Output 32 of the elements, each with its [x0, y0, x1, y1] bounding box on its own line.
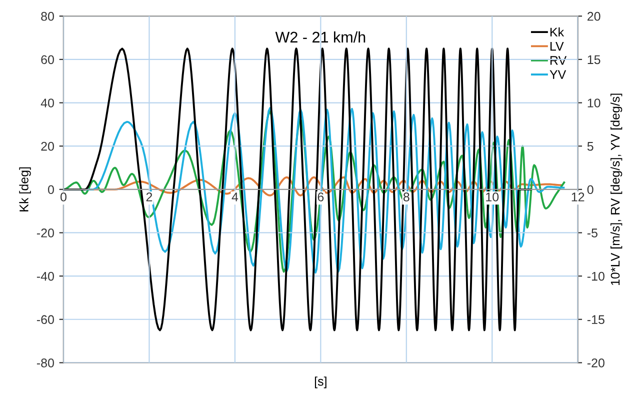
x-tick-label: 8 [403, 192, 410, 202]
y2-tick-label: 5 [587, 142, 594, 151]
x-tick-label: 12 [572, 192, 584, 202]
y-tick-label: -80 [36, 358, 54, 368]
x-tick-label: 10 [486, 192, 499, 202]
y-tick-label: -40 [36, 272, 54, 281]
legend-label: YV [550, 70, 566, 79]
x-tick-label: 6 [318, 192, 324, 202]
y-axis-title: Kk [deg] [19, 167, 31, 212]
y-tick-label: 20 [41, 142, 54, 151]
y2-axis-title: 10*LV [m/s], RV [deg/s], YV [deg/s] [610, 94, 622, 286]
y2-tick-label: -5 [587, 228, 598, 238]
y2-tick-label: 20 [588, 12, 600, 21]
y-tick-label: 80 [41, 12, 54, 21]
x-tick-label: 0 [60, 192, 66, 202]
y-tick-label: -20 [36, 228, 54, 238]
x-tick-label: 2 [146, 192, 152, 202]
y2-tick-label: -10 [587, 272, 604, 281]
x-tick-label: 4 [232, 192, 238, 202]
y-tick-label: 60 [41, 55, 54, 64]
y-tick-label: 0 [48, 185, 54, 194]
legend-label: LV [550, 42, 564, 51]
text: W2 - 21 km/h [275, 31, 366, 43]
y-tick-label: 40 [40, 98, 54, 108]
y-tick-label: -60 [36, 315, 54, 324]
y2-tick-label: 15 [588, 55, 600, 64]
y2-tick-label: -20 [587, 358, 604, 368]
y2-tick-label: -15 [587, 315, 604, 324]
y2-tick-label: 0 [587, 185, 594, 194]
x-axis-title: [s] [314, 376, 326, 388]
y2-tick-label: 10 [588, 98, 600, 108]
legend-label: Kk [550, 27, 564, 36]
